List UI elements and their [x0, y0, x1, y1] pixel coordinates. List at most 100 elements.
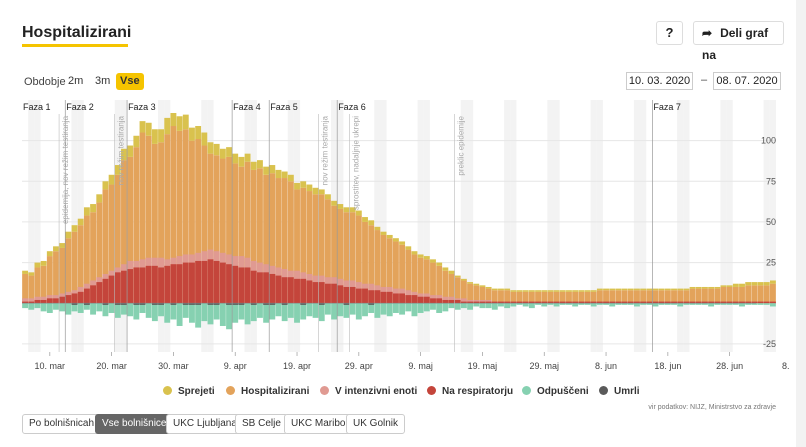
legend-item-sprejeti[interactable]: Sprejeti — [163, 385, 215, 399]
weekend-band — [417, 100, 424, 352]
legend: Sprejeti Hospitalizirani V intenzivni en… — [0, 385, 806, 401]
bar-respirator — [312, 282, 319, 304]
bar-umrli — [226, 303, 232, 305]
annotation-label: preklic epidemije — [457, 115, 466, 175]
bar-sprejeti — [411, 251, 418, 255]
bar-sprejeti — [158, 129, 164, 143]
bar-sprejeti — [498, 288, 504, 291]
bar-odpusceni — [417, 303, 424, 313]
bar-sprejeti — [374, 226, 381, 231]
bar-hospitalizirani — [158, 142, 164, 304]
bar-odpusceni — [102, 303, 109, 317]
phase-label: Faza 1 — [23, 102, 51, 112]
bar-respirator — [386, 291, 393, 304]
tab-uk-golnik[interactable]: UK Golnik — [346, 414, 406, 434]
bar-odpusceni — [121, 303, 127, 315]
bar-hospitalizirani — [584, 291, 591, 304]
bar-umrli — [281, 303, 288, 305]
bar-respirator — [195, 260, 202, 304]
bar-sprejeti — [720, 285, 727, 287]
bar-odpusceni — [695, 303, 702, 305]
page-scrollbar[interactable] — [796, 0, 806, 447]
period-3m-button[interactable]: 3m — [95, 75, 111, 87]
bar-respirator — [522, 301, 529, 304]
bar-odpusceni — [640, 303, 647, 305]
bar-hospitalizirani — [281, 178, 288, 304]
bar-hospitalizirani — [627, 290, 634, 304]
bar-odpusceni — [553, 303, 560, 307]
legend-item-odpusceni[interactable]: Odpuščeni — [522, 385, 589, 399]
bar-respirator — [219, 262, 226, 304]
bar-sprejeti — [90, 204, 97, 213]
date-to-input[interactable]: 08. 07. 2020 — [713, 72, 781, 90]
bar-sprejeti — [34, 262, 41, 268]
legend-item-umrli[interactable]: Umrli — [599, 385, 640, 399]
phase-label: Faza 4 — [233, 102, 261, 112]
bar-hospitalizirani — [368, 225, 375, 304]
bar-odpusceni — [522, 303, 529, 307]
bar-respirator — [448, 299, 455, 304]
period-all-button[interactable]: Vse — [116, 73, 144, 90]
bar-respirator — [170, 264, 177, 304]
bar-respirator — [683, 301, 690, 304]
bar-respirator — [689, 301, 696, 304]
x-tick-label: 19. maj — [468, 361, 498, 371]
weekend-band — [640, 100, 647, 352]
bar-sprejeti — [238, 156, 245, 167]
bar-odpusceni — [40, 303, 47, 312]
bar-respirator — [399, 293, 406, 304]
bar-hospitalizirani — [337, 208, 344, 304]
bar-odpusceni — [195, 303, 202, 328]
weekend-band — [28, 100, 35, 352]
bar-hospitalizirani — [671, 290, 677, 304]
phase-label: Faza 2 — [66, 102, 94, 112]
tab-vse-bolnisnice[interactable]: Vse bolnišnice — [95, 414, 174, 434]
bar-odpusceni — [374, 303, 381, 318]
tab-sb-celje[interactable]: SB Celje — [235, 414, 288, 434]
bar-odpusceni — [516, 303, 523, 305]
bar-odpusceni — [133, 303, 140, 320]
bar-hospitalizirani — [460, 280, 467, 304]
weekend-band — [460, 100, 467, 352]
bar-odpusceni — [535, 303, 541, 305]
bar-odpusceni — [763, 303, 770, 305]
bar-hospitalizirani — [578, 291, 585, 304]
bar-hospitalizirani — [417, 257, 424, 304]
bar-respirator — [281, 277, 288, 304]
bar-respirator — [59, 296, 66, 304]
bar-sprejeti — [535, 290, 541, 292]
bar-hospitalizirani — [392, 241, 399, 304]
bar-odpusceni — [343, 303, 350, 318]
tab-po-bolnisnicah[interactable]: Po bolnišnicah — [22, 414, 102, 434]
bar-sprejeti — [516, 290, 523, 292]
weekend-band — [677, 100, 684, 352]
help-button[interactable]: ? — [656, 21, 683, 45]
bar-sprejeti — [726, 285, 733, 287]
tab-ukc-ljubljana[interactable]: UKC Ljubljana — [166, 414, 244, 434]
bar-sprejeti — [417, 254, 424, 258]
bar-sprejeti — [664, 288, 671, 291]
bar-odpusceni — [59, 303, 66, 312]
legend-item-intenzivna[interactable]: V intenzivni enoti — [320, 385, 417, 399]
legend-dot — [599, 386, 608, 395]
bar-sprejeti — [528, 290, 535, 292]
x-tick-label: 9. apr — [224, 361, 247, 371]
bar-odpusceni — [287, 303, 294, 318]
bar-odpusceni — [504, 303, 511, 309]
bar-odpusceni — [528, 303, 535, 309]
share-button[interactable]: ➦ Deli graf na — [693, 21, 784, 62]
bar-sprejeti — [83, 207, 90, 216]
bar-respirator — [411, 295, 418, 304]
legend-item-respirator[interactable]: Na respiratorju — [427, 385, 513, 399]
bar-sprejeti — [559, 290, 566, 292]
date-from-input[interactable]: 10. 03. 2020 — [626, 72, 693, 90]
bar-odpusceni — [263, 303, 270, 323]
bar-hospitalizirani — [399, 244, 406, 304]
legend-item-hospitalizirani[interactable]: Hospitalizirani — [226, 385, 309, 399]
bar-odpusceni — [590, 303, 597, 307]
bar-sprejeti — [695, 286, 702, 289]
bar-sprejeti — [263, 166, 270, 175]
period-2m-button[interactable]: 2m — [68, 75, 84, 87]
share-label: Deli graf na — [702, 26, 769, 62]
bar-odpusceni — [751, 303, 758, 305]
